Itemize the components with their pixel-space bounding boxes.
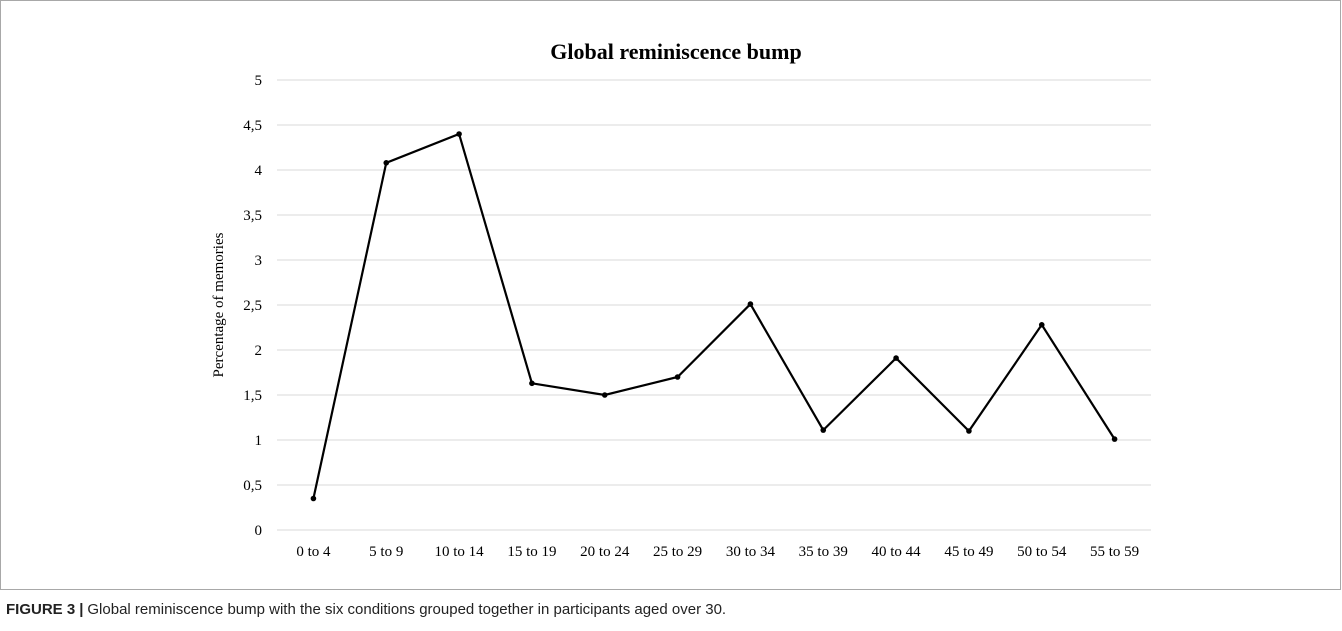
y-tick-label: 3,5	[243, 208, 262, 224]
y-axis-label: Percentage of memories	[211, 232, 227, 377]
chart-title: Global reminiscence bump	[550, 39, 801, 64]
data-point	[1111, 436, 1118, 442]
data-point	[966, 428, 972, 434]
y-tick-label: 1	[255, 433, 263, 449]
y-tick-label: 0,5	[243, 478, 262, 494]
x-tick-label: 35 to 39	[799, 544, 848, 560]
x-tick-label: 20 to 24	[580, 544, 630, 560]
x-tick-label: 50 to 54	[1017, 544, 1067, 560]
data-point	[601, 392, 608, 398]
x-tick-label: 10 to 14	[434, 544, 484, 560]
caption-label: FIGURE 3	[6, 601, 76, 618]
x-tick-label: 30 to 34	[726, 544, 776, 560]
y-tick-label: 1,5	[243, 388, 262, 404]
y-tick-label: 2	[255, 343, 263, 359]
y-tick-label: 0	[255, 523, 263, 539]
x-tick-label: 45 to 49	[944, 544, 993, 560]
y-tick-labels: 0 0,5 1 1,5 2 2,5 3 3,5 4 4,5 5	[243, 73, 262, 539]
figure-frame	[0, 0, 1341, 590]
data-point	[383, 160, 390, 166]
caption-separator: |	[79, 601, 84, 618]
y-tick-label: 5	[255, 73, 263, 89]
x-tick-labels: 0 to 4 5 to 9 10 to 14 15 to 19 20 to 24 25 t…	[296, 544, 1139, 560]
data-point	[820, 427, 827, 433]
figure-caption: FIGURE 3 | Global reminiscence bump with t…	[6, 601, 726, 618]
y-tick-label: 4,5	[243, 118, 262, 134]
x-tick-label: 25 to 29	[653, 544, 702, 560]
data-point	[529, 380, 535, 387]
y-tick-label: 4	[255, 163, 263, 179]
y-tick-label: 3	[255, 253, 263, 269]
data-point	[1038, 322, 1045, 328]
x-tick-label: 5 to 9	[369, 544, 403, 560]
gridlines	[277, 79, 1151, 531]
data-point	[893, 355, 899, 361]
series-line	[310, 131, 1118, 502]
x-tick-label: 15 to 19	[507, 544, 556, 560]
data-point	[747, 301, 754, 307]
line-chart: Global reminiscence bump Percentage of m…	[211, 39, 1151, 560]
x-tick-label: 0 to 4	[296, 544, 331, 560]
data-point	[674, 374, 681, 380]
data-point	[456, 131, 462, 137]
data-point	[310, 495, 317, 502]
series-polyline	[312, 132, 1116, 499]
caption-text: Global reminiscence bump with the six co…	[87, 601, 727, 618]
y-tick-label: 2,5	[243, 298, 262, 314]
x-tick-label: 55 to 59	[1090, 544, 1139, 560]
x-tick-label: 40 to 44	[871, 544, 921, 560]
